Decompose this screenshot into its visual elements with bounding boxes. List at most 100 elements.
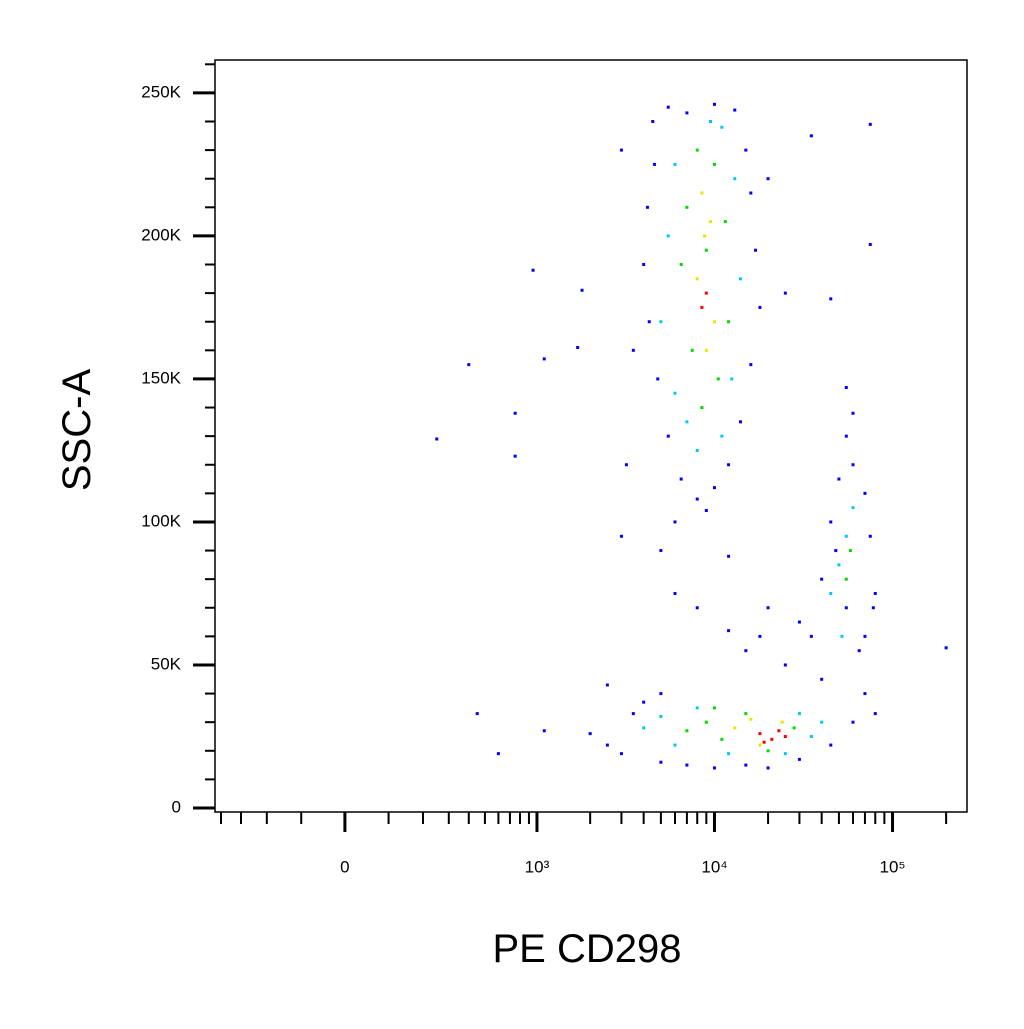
point: [679, 263, 683, 267]
point: [758, 743, 762, 747]
point: [673, 591, 677, 595]
point: [588, 732, 592, 736]
y-tick-label: 100K: [141, 511, 181, 530]
point: [727, 752, 731, 756]
point: [652, 162, 656, 166]
point: [766, 606, 770, 610]
point: [944, 646, 948, 650]
point: [531, 268, 535, 272]
point: [720, 434, 724, 438]
point: [873, 712, 877, 716]
point: [690, 348, 694, 352]
point: [868, 122, 872, 126]
point: [749, 363, 753, 367]
point: [619, 148, 623, 152]
point: [809, 734, 813, 738]
point: [829, 591, 833, 595]
point: [576, 345, 580, 349]
point: [695, 448, 699, 452]
point: [695, 606, 699, 610]
y-tick-label: 50K: [151, 654, 182, 673]
point: [797, 620, 801, 624]
point: [659, 760, 663, 764]
point: [863, 692, 867, 696]
point: [797, 712, 801, 716]
point: [513, 411, 517, 415]
point: [733, 177, 737, 181]
point: [666, 105, 670, 109]
point: [712, 766, 716, 770]
point: [712, 706, 716, 710]
point: [851, 720, 855, 724]
point: [770, 737, 774, 741]
point: [580, 288, 584, 292]
point: [642, 700, 646, 704]
point: [744, 763, 748, 767]
point: [695, 497, 699, 501]
point: [673, 162, 677, 166]
point: [659, 320, 663, 324]
y-tick-label: 250K: [141, 82, 181, 101]
point: [704, 248, 708, 252]
point: [758, 732, 762, 736]
point: [673, 743, 677, 747]
point: [700, 305, 704, 309]
point: [738, 420, 742, 424]
point: [797, 757, 801, 761]
point: [712, 102, 716, 106]
point: [783, 734, 787, 738]
point: [744, 148, 748, 152]
point: [834, 549, 838, 553]
point: [851, 411, 855, 415]
point: [820, 677, 824, 681]
point: [720, 125, 724, 129]
point: [651, 119, 655, 123]
point: [829, 297, 833, 301]
point: [712, 486, 716, 490]
x-tick-label: 10⁵: [880, 857, 906, 876]
point: [783, 752, 787, 756]
point: [727, 463, 731, 467]
point: [792, 726, 796, 730]
x-tick-label: 10³: [525, 857, 550, 876]
point: [848, 549, 852, 553]
point: [851, 506, 855, 510]
point: [685, 111, 689, 115]
point: [659, 549, 663, 553]
point: [744, 712, 748, 716]
point: [749, 717, 753, 721]
point: [624, 463, 628, 467]
point: [496, 752, 500, 756]
point: [744, 649, 748, 653]
point: [695, 706, 699, 710]
point: [659, 692, 663, 696]
point: [720, 737, 724, 741]
point: [777, 729, 781, 733]
point: [868, 242, 872, 246]
point: [642, 263, 646, 267]
y-tick-label: 200K: [141, 225, 181, 244]
point: [820, 720, 824, 724]
point: [619, 752, 623, 756]
point: [844, 534, 848, 538]
point: [695, 148, 699, 152]
point: [727, 320, 731, 324]
point: [666, 234, 670, 238]
point: [695, 277, 699, 281]
point: [685, 763, 689, 767]
point: [716, 377, 720, 381]
point: [844, 386, 848, 390]
point: [780, 720, 784, 724]
point: [758, 634, 762, 638]
point: [844, 606, 848, 610]
point: [873, 591, 877, 595]
point: [809, 134, 813, 138]
point: [703, 234, 707, 238]
point: [766, 749, 770, 753]
point: [475, 712, 479, 716]
point: [542, 729, 546, 733]
point: [673, 391, 677, 395]
point: [754, 248, 758, 252]
